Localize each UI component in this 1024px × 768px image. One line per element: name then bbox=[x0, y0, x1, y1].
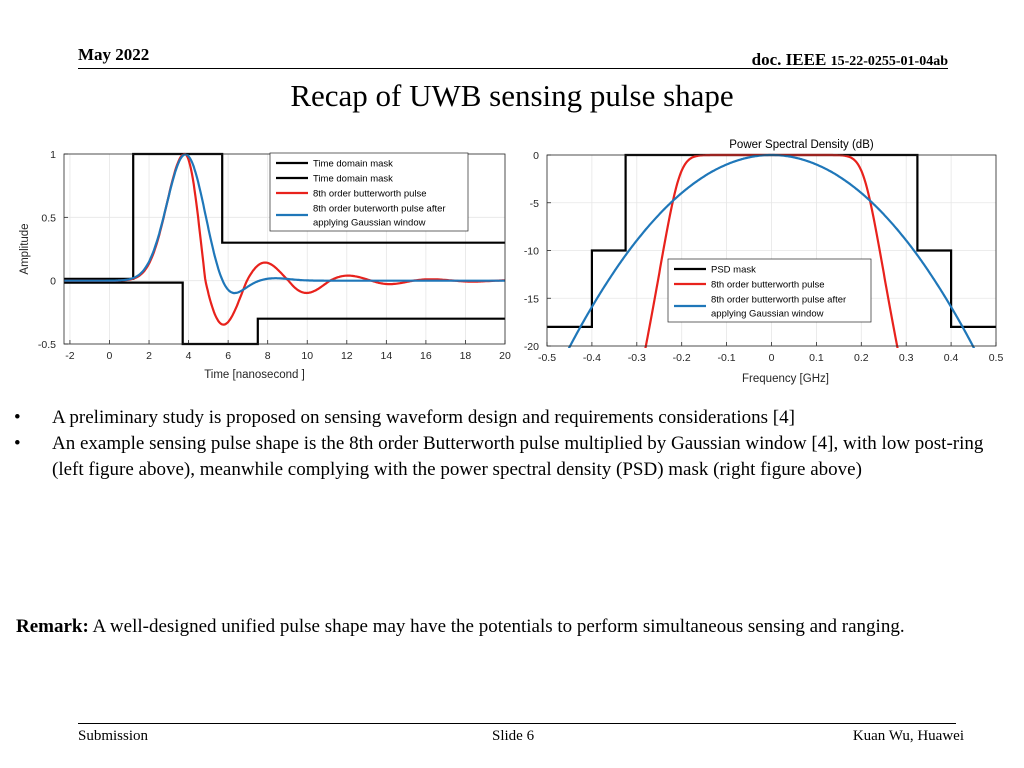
legend-entry-label: PSD mask bbox=[711, 265, 756, 276]
x-tick-label: 12 bbox=[341, 350, 353, 362]
tick-labels: -2 0 2 4 6 8 10 12 14 16 18 20 -0.5 0 0.5 1 bbox=[38, 149, 511, 362]
remark-text: A well-designed unified pulse shape may … bbox=[88, 616, 905, 637]
x-tick-label: 0.3 bbox=[899, 352, 914, 364]
y-tick-label: -10 bbox=[524, 246, 539, 258]
bullet-text: A preliminary study is proposed on sensi… bbox=[52, 407, 795, 428]
x-tick-label: -0.3 bbox=[628, 352, 646, 364]
x-tick-label: 0.1 bbox=[809, 352, 824, 364]
x-tick-label: 6 bbox=[225, 350, 231, 362]
y-tick-label: 1 bbox=[50, 149, 56, 161]
x-tick-label: 0.4 bbox=[944, 352, 959, 364]
y-axis-label: Amplitude bbox=[19, 223, 31, 274]
x-tick-label: 0 bbox=[769, 352, 775, 364]
x-axis-label: Time [nanosecond ] bbox=[204, 369, 305, 381]
x-axis-label: Frequency [GHz] bbox=[742, 373, 829, 385]
footer-slide-number: Slide 6 bbox=[492, 728, 535, 744]
legend-entry-label: 8th order butterworth pulse bbox=[313, 189, 427, 200]
y-tick-label: 0 bbox=[50, 276, 56, 288]
plot-frame bbox=[546, 154, 997, 347]
y-tick-label: -0.5 bbox=[38, 339, 56, 351]
bullet-text: An example sensing pulse shape is the 8t… bbox=[52, 433, 984, 480]
legend-entry-label: 8th order butterworth pulse after bbox=[711, 295, 846, 306]
legend: PSD mask 8th order butterworth pulse 8th o… bbox=[667, 258, 872, 323]
legend-entry-label: Time domain mask bbox=[313, 159, 393, 170]
bullet-marker: • bbox=[14, 407, 21, 428]
x-tick-label: -0.4 bbox=[583, 352, 601, 364]
header-rule bbox=[78, 68, 948, 69]
x-tick-label: 10 bbox=[301, 350, 313, 362]
remark: Remark: A well-designed unified pulse sh… bbox=[16, 614, 1016, 640]
x-tick-label: -0.2 bbox=[673, 352, 691, 364]
series-line-4 bbox=[64, 153, 505, 295]
legend-entry-label: 8th order butterworth pulse bbox=[711, 280, 825, 291]
x-tick-label: 0.2 bbox=[854, 352, 869, 364]
psd-chart: Power Spectral Density (dB) -0.5 -0.4 -0.3… bbox=[524, 139, 1004, 385]
legend-entry-label: applying Gaussian window bbox=[313, 218, 426, 229]
legend: Time domain mask Time domain mask 8th orde… bbox=[269, 152, 469, 232]
legend-entry-label: applying Gaussian window bbox=[711, 309, 824, 320]
x-tick-label: 14 bbox=[381, 350, 393, 362]
footer-author: Kuan Wu, Huawei bbox=[852, 728, 964, 744]
doc-number: 15-22-0255-01-04ab bbox=[830, 54, 948, 69]
y-tick-label: -20 bbox=[524, 341, 539, 353]
time-domain-chart: -2 0 2 4 6 8 10 12 14 16 18 20 -0.5 0 0.5 1 Time [nanos… bbox=[19, 149, 511, 381]
x-tick-label: -0.1 bbox=[718, 352, 736, 364]
series-line-2 bbox=[64, 281, 505, 346]
x-tick-label: 20 bbox=[499, 350, 511, 362]
y-tick-label: -15 bbox=[524, 293, 539, 305]
header-doc-id: doc. IEEE 15-22-0255-01-04ab bbox=[752, 50, 948, 70]
x-tick-label: 4 bbox=[186, 350, 192, 362]
header-date: May 2022 bbox=[78, 45, 150, 64]
x-tick-label: 2 bbox=[146, 350, 152, 362]
tick-labels: -0.5 -0.4 -0.3 -0.2 -0.1 0 0.1 0.2 0.3 0.4 0.5 -20 -… bbox=[524, 150, 1004, 364]
slide-title: Recap of UWB sensing pulse shape bbox=[290, 78, 734, 113]
x-tick-label: -2 bbox=[65, 350, 74, 362]
x-tick-label: 16 bbox=[420, 350, 432, 362]
footer-submission: Submission bbox=[78, 728, 149, 744]
x-tick-label: 8 bbox=[265, 350, 271, 362]
doc-prefix: doc. IEEE bbox=[751, 50, 827, 69]
y-tick-label: 0 bbox=[533, 150, 539, 162]
chart-title: Power Spectral Density (dB) bbox=[729, 139, 874, 151]
remark-label: Remark: bbox=[16, 616, 89, 637]
bullet-marker: • bbox=[14, 433, 21, 454]
x-tick-label: -0.5 bbox=[538, 352, 556, 364]
bullet-item: • An example sensing pulse shape is the 8… bbox=[14, 431, 1004, 483]
legend-entry-label: Time domain mask bbox=[313, 174, 393, 185]
x-tick-label: 0.5 bbox=[989, 352, 1004, 364]
bullet-list: • A preliminary study is proposed on sens… bbox=[14, 405, 1004, 483]
y-tick-label: -5 bbox=[530, 198, 539, 210]
x-tick-label: 0 bbox=[107, 350, 113, 362]
legend-entry-label: 8th order buterworth pulse after bbox=[313, 204, 446, 215]
x-tick-label: 18 bbox=[460, 350, 472, 362]
bullet-item: • A preliminary study is proposed on sens… bbox=[14, 405, 1004, 431]
footer-rule bbox=[78, 723, 956, 724]
y-tick-label: 0.5 bbox=[41, 212, 56, 224]
